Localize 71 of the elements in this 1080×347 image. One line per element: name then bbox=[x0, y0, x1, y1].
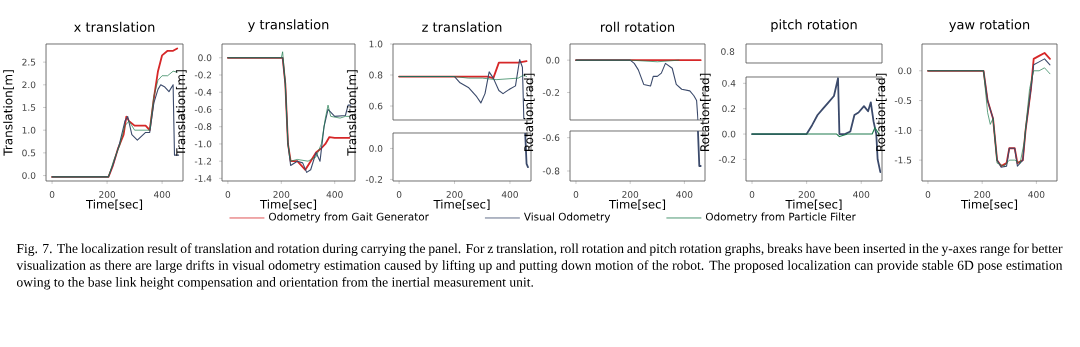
y-tick-label: 0.0 bbox=[22, 172, 36, 179]
x-tick-label: 0 bbox=[925, 191, 931, 198]
text: pitch rotation bbox=[771, 19, 857, 32]
y-tick-label: -1.2 bbox=[194, 157, 212, 165]
x-tick-label: 0 bbox=[396, 191, 402, 198]
y-tick-label: -0.8 bbox=[194, 123, 212, 131]
y-tick-label: 1.0 bbox=[369, 40, 383, 48]
chart-title: roll rotation bbox=[601, 21, 675, 32]
x-tick-label: 400 bbox=[501, 191, 518, 198]
caption: Fig. 7. The localization result of translation and rotation during carrying the panel. For z translation, roll rotation and pitch rotation graphs, breaks have been inserted in the y-axes range for better visualization as there are large drifts in visual odometry estimation caused by lifting up and putting down motion of the robot. The proposed localization can provide stable 6D pose estimation owing to the base link height compensation and orientation from the inertial measurement unit. bbox=[16, 243, 1063, 290]
x-axis-title: Time[sec] bbox=[85, 199, 143, 210]
y-tick-label: 0.0 bbox=[369, 145, 383, 152]
y-tick-label: 0.6 bbox=[369, 102, 383, 110]
x-tick-label: 200 bbox=[622, 191, 639, 198]
legend-label: Odometry from Particle Filter bbox=[705, 212, 856, 223]
y-tick-label: 0.4 bbox=[722, 79, 736, 87]
y-tick-label: -1.5 bbox=[894, 156, 912, 164]
x-axis-title: Time[sec] bbox=[960, 199, 1018, 210]
x-tick-label: 200 bbox=[273, 191, 290, 198]
y-axis-title: Translation[m] bbox=[346, 70, 358, 156]
x-tick-label: 0 bbox=[573, 191, 579, 198]
chart-title: y translation bbox=[248, 19, 329, 32]
y-tick-label: -0.4 bbox=[194, 88, 212, 96]
y-tick-label: 2.5 bbox=[22, 58, 36, 66]
x-tick-label: 200 bbox=[99, 191, 116, 198]
x-axis-title: Time[sec] bbox=[785, 199, 842, 210]
legend-label: Odometry from Gait Generator bbox=[269, 212, 429, 223]
x-tick-label: 200 bbox=[446, 191, 463, 198]
x-tick-label: 200 bbox=[974, 191, 991, 198]
y-tick-label: 0.0 bbox=[722, 130, 736, 138]
y-tick-label: 0.0 bbox=[898, 67, 912, 75]
y-axis-title: Rotation[rad] bbox=[523, 73, 535, 152]
y-tick-label: -0.2 bbox=[194, 71, 212, 79]
y-tick-label: 0.0 bbox=[198, 54, 212, 62]
y-tick-label: 1.0 bbox=[22, 126, 36, 134]
x-axis-title: Time[sec] bbox=[608, 199, 666, 210]
x-tick-label: 0 bbox=[49, 191, 55, 198]
x-tick-label: 400 bbox=[1028, 191, 1045, 198]
y-tick-label: -0.8 bbox=[542, 167, 560, 175]
y-tick-label: -0.2 bbox=[542, 89, 560, 96]
y-axis-title: Rotation[rad] bbox=[699, 73, 711, 151]
y-tick-label: 0.2 bbox=[722, 105, 736, 113]
x-tick-label: 400 bbox=[326, 191, 343, 198]
y-tick-label: -0.6 bbox=[194, 106, 212, 113]
x-tick-label: 400 bbox=[853, 191, 870, 198]
legend-label: Visual Odometry bbox=[523, 212, 611, 223]
x-axis-title: Time[sec] bbox=[433, 199, 490, 210]
x-tick-label: 0 bbox=[225, 191, 231, 198]
chart-title: z translation bbox=[422, 21, 502, 32]
x-axis-title: Time[sec] bbox=[259, 199, 317, 210]
y-tick-label: 1.5 bbox=[22, 104, 36, 111]
y-tick-label: -1.0 bbox=[194, 140, 212, 148]
y-tick-label: -0.5 bbox=[894, 97, 912, 104]
chart-title: yaw rotation bbox=[949, 19, 1030, 32]
y-tick-label: -0.6 bbox=[542, 134, 560, 142]
y-tick-label: 0.8 bbox=[369, 71, 383, 79]
y-tick-label: -0.2 bbox=[365, 176, 383, 183]
y-tick-label: -0.2 bbox=[718, 156, 736, 163]
y-tick-label: -1.4 bbox=[194, 175, 212, 182]
y-axis-title: Rotation[rad] bbox=[875, 73, 887, 152]
y-axis-title: Translation[m] bbox=[3, 70, 14, 156]
y-axis-title: Translation[m] bbox=[175, 70, 187, 156]
x-tick-label: 200 bbox=[798, 191, 815, 198]
y-tick-label: 2.0 bbox=[22, 81, 36, 89]
chart-title: x translation bbox=[74, 21, 155, 32]
y-tick-label: 0.0 bbox=[546, 56, 560, 64]
x-tick-label: 400 bbox=[153, 191, 171, 198]
y-tick-label: 0.5 bbox=[22, 149, 36, 157]
x-tick-label: 0 bbox=[749, 191, 755, 198]
y-tick-label: -1.0 bbox=[894, 126, 912, 134]
x-tick-label: 400 bbox=[676, 191, 693, 198]
